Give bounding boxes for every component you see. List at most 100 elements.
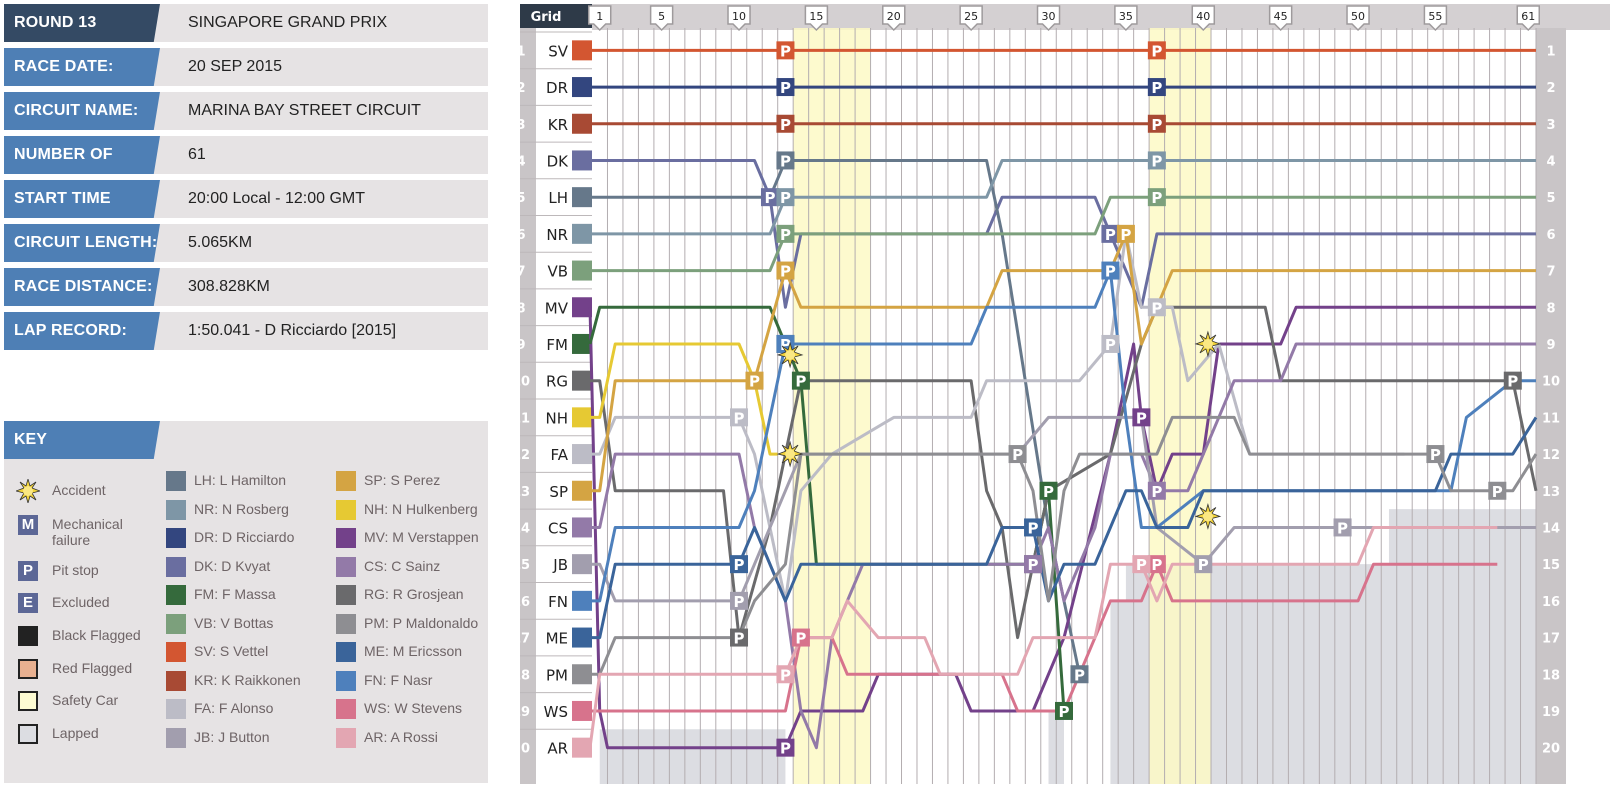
pit-stop-glyph: P [1151, 189, 1162, 207]
lap-tick-label: 30 [1042, 10, 1056, 23]
final-position-number: 3 [1546, 118, 1555, 133]
key-title: KEY [4, 421, 160, 459]
grid-position-number: 11 [520, 411, 530, 426]
pit-stop-marker: P [1147, 114, 1166, 134]
pit-stop-icon [1147, 188, 1166, 207]
grid-driver-swatch [572, 370, 592, 391]
grid-driver-swatch [572, 407, 592, 428]
driver-color-swatch [166, 528, 186, 548]
pit-stop-glyph: P [795, 630, 806, 648]
pit-stop-marker: P [1147, 188, 1166, 207]
pit-stop-glyph: P [749, 373, 760, 391]
grid-position-number: 17 [520, 632, 530, 647]
grid-driver-code: LH [548, 189, 568, 207]
pit-stop-marker: P [1333, 518, 1352, 537]
grid-driver-swatch [572, 40, 592, 61]
pit-stop-icon [776, 114, 795, 133]
grid-position-number: 16 [520, 595, 530, 610]
pit-stop-marker: P [1132, 408, 1151, 427]
grid-driver-swatch [572, 333, 592, 354]
pit-stop-icon [1008, 445, 1027, 464]
pit-stop-glyph: P [1043, 483, 1054, 501]
driver-label: AR: A Rossi [364, 728, 438, 745]
pit-stop-icon [1024, 518, 1043, 537]
final-position-number: 17 [1542, 632, 1560, 647]
pit-stop-icon [776, 41, 795, 60]
pit-stop-marker: P [1116, 224, 1135, 244]
key-item-label: Black Flagged [52, 627, 141, 643]
pit-stop-marker: P [776, 151, 795, 170]
accident-core [1202, 511, 1213, 522]
pit-stop-icon [1426, 445, 1445, 464]
pit-stop-icon [1147, 41, 1166, 60]
driver-label: RG: R Grosjean [364, 586, 464, 602]
final-position-number: 15 [1542, 558, 1560, 573]
pit-stop-icon [776, 261, 795, 280]
pit-stop-marker: P [791, 628, 810, 648]
info-row-race-date: RACE DATE: 20 SEP 2015 [4, 48, 488, 86]
grid-position-number: 15 [520, 558, 530, 573]
grid-driver-swatch [572, 517, 592, 538]
final-position-number: 19 [1542, 705, 1560, 720]
pit-stop-glyph: P [780, 189, 791, 207]
lap-tick-marker [804, 5, 829, 32]
final-position-number: 13 [1542, 485, 1560, 500]
lap-tick-label: 50 [1351, 10, 1365, 23]
driver-label: FM: F Massa [194, 586, 276, 602]
grid-position-number: 6 [520, 228, 526, 243]
pit-stop-icon [1101, 261, 1120, 280]
lap-tick-label: 35 [1119, 10, 1133, 23]
info-value: 20 SEP 2015 [188, 58, 283, 75]
driver-label: CS: C Sainz [364, 557, 441, 574]
pit-stop-glyph: P [1012, 446, 1023, 464]
key-item-label: Excluded [52, 594, 110, 610]
info-row-start-time: START TIME 20:00 Local - 12:00 GMT [4, 180, 488, 218]
grid-driver-code: ME [546, 630, 568, 648]
pit-stop-marker: P [1101, 334, 1120, 354]
pit-stop-marker: P [730, 408, 749, 427]
pit-stop-glyph: P [734, 593, 745, 611]
driver-color-swatch [166, 585, 186, 605]
pit-stop-glyph: P [780, 116, 791, 134]
grid-driver-code: FA [550, 446, 568, 464]
accident-icon [1194, 330, 1222, 358]
lap-tick-label: 25 [964, 10, 978, 23]
driver-label: VB: V Bottas [194, 614, 274, 631]
pit-stop-glyph: P [780, 666, 791, 684]
grid-driver-code: FM [546, 336, 568, 354]
pit-stop-glyph: P [734, 556, 745, 574]
driver-label: NR: N Rosberg [194, 500, 289, 517]
final-position-number: 16 [1542, 595, 1560, 610]
driver-color-swatch [166, 699, 186, 719]
position-column-right [1536, 28, 1566, 784]
pit-stop-icon [745, 371, 764, 390]
pit-stop-icon [1147, 555, 1166, 574]
grid-driver-code: NH [546, 409, 569, 427]
pit-stop-icon [776, 151, 795, 170]
driver-color-swatch [336, 528, 356, 548]
pit-stop-marker: P [776, 41, 795, 60]
lap-tick-label: 1 [596, 10, 603, 23]
pit-stop-icon [730, 408, 749, 427]
pit-stop-icon [1147, 114, 1166, 133]
pit-stop-marker: P [730, 628, 749, 648]
pit-stop-icon [730, 628, 749, 647]
pit-stop-icon [1503, 371, 1522, 390]
driver-label: PM: P Maldonaldo [364, 614, 479, 631]
final-position-number: 8 [1546, 301, 1555, 316]
final-position-number: 5 [1546, 191, 1555, 206]
info-value: 5.065KM [188, 234, 253, 251]
pit-stop-icon [776, 738, 795, 757]
driver-color-swatch [166, 471, 186, 491]
grid-position-number: 13 [520, 485, 530, 500]
mechanical-failure-icon: M [18, 515, 38, 535]
key-item-label: Pit stop [52, 562, 99, 578]
pit-stop-glyph: P [1074, 666, 1085, 684]
pit-stop-icon [791, 628, 810, 647]
info-label: CIRCUIT NAME: [4, 92, 160, 130]
info-value: 61 [188, 146, 206, 163]
series-line-vb [590, 195, 1536, 273]
pit-stop-icon [1101, 334, 1120, 353]
driver-color-swatch [336, 585, 356, 605]
